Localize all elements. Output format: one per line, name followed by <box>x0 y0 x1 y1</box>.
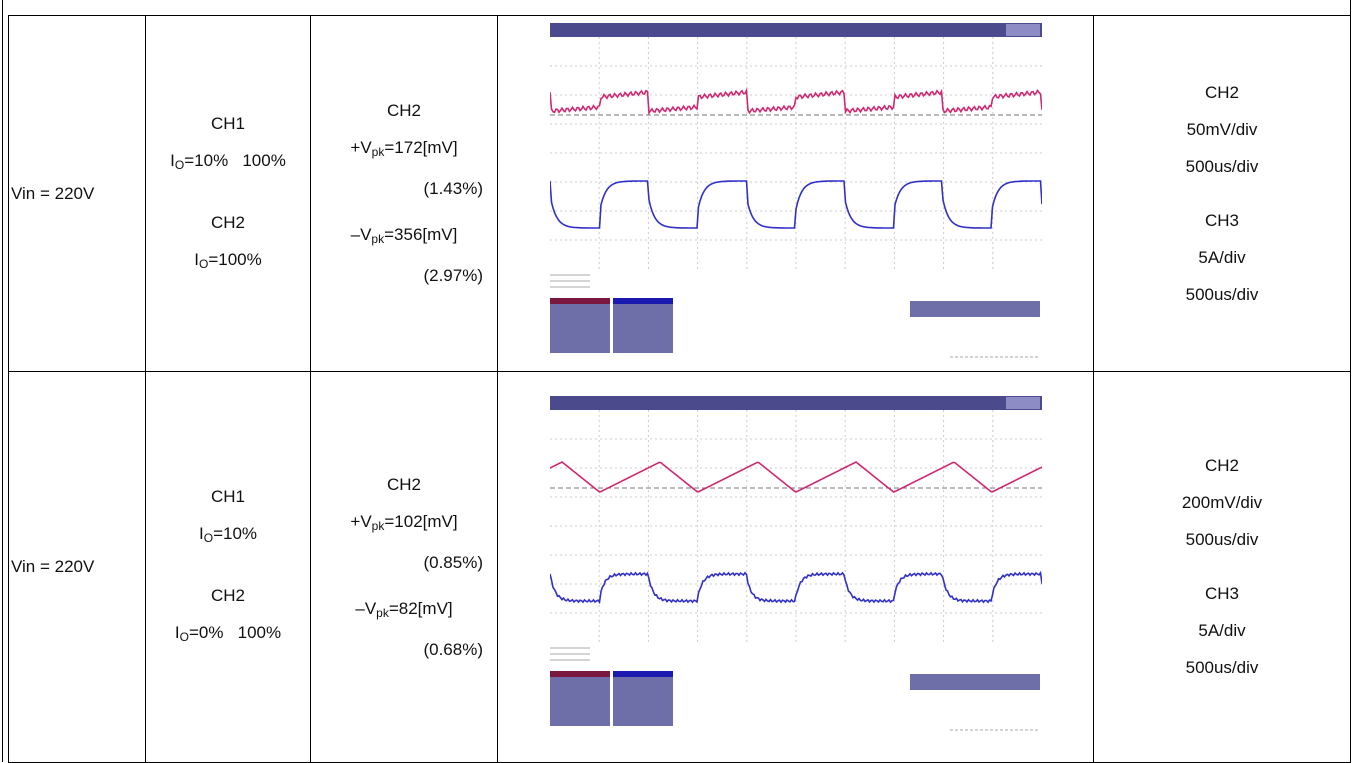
text-line: CH2 <box>146 586 310 606</box>
info-block <box>550 676 610 726</box>
text-line: 500us/div <box>1094 285 1350 305</box>
cell: CH1 IO=10% 100% CH2 IO=100% <box>146 16 311 372</box>
info-block <box>613 671 673 677</box>
text-line: CH2 <box>1094 83 1350 103</box>
text: =10% <box>213 524 257 543</box>
text-line: –Vpk=356[mV] <box>311 225 497 249</box>
text-line: CH2 <box>1094 456 1350 476</box>
text-line: CH3 <box>1094 211 1350 231</box>
text: CH1 <box>211 487 245 506</box>
text-line: (0.85%) <box>311 553 497 573</box>
subscript: O <box>175 158 184 172</box>
text-line: CH2 <box>311 475 497 495</box>
text-line: Vin = 220V <box>9 184 145 204</box>
text-line: IO=10% <box>146 524 310 548</box>
text: CH2 <box>387 475 421 494</box>
info-block <box>550 303 610 353</box>
cell <box>498 16 1094 372</box>
text-line: 200mV/div <box>1094 493 1350 513</box>
text-line: CH3 <box>1094 584 1350 604</box>
text: CH2 <box>211 586 245 605</box>
text-line: –Vpk=82[mV] <box>311 599 497 623</box>
cell: CH2 50mV/div 500us/div CH3 5A/div 500us/div <box>1094 16 1351 372</box>
text: CH2 <box>211 213 245 232</box>
cell: CH1 IO=10% CH2 IO=0% 100% <box>146 372 311 763</box>
text: +V <box>350 512 371 531</box>
subscript: pk <box>371 232 384 246</box>
text-line: +Vpk=102[mV] <box>311 512 497 536</box>
info-block <box>550 298 610 304</box>
cell: CH2+Vpk=172[mV](1.43%)–Vpk=356[mV](2.97%… <box>311 16 498 372</box>
subscript: O <box>180 630 189 644</box>
text-line: Vin = 220V <box>9 557 145 577</box>
text: –V <box>351 225 372 244</box>
text: =100% <box>208 250 261 269</box>
info-block <box>910 674 1040 690</box>
text-line: IO=0% 100% <box>146 623 310 647</box>
text: =0% 100% <box>189 623 281 642</box>
menu-button <box>1006 24 1040 36</box>
border-line <box>1350 0 1351 16</box>
text: (2.97%) <box>423 266 483 285</box>
text: –V <box>355 599 376 618</box>
subscript: pk <box>372 519 385 533</box>
text-line: CH2 <box>146 213 310 233</box>
text-line: 500us/div <box>1094 530 1350 550</box>
text: =172[mV] <box>384 138 457 157</box>
text-line: 500us/div <box>1094 658 1350 678</box>
subscript: O <box>199 257 208 271</box>
info-block <box>613 298 673 304</box>
text-line: CH1 <box>146 487 310 507</box>
text-line: (2.97%) <box>311 266 497 286</box>
text-line: 500us/div <box>1094 157 1350 177</box>
cell: Vin = 220V <box>9 16 146 372</box>
page: Vin = 220VCH1IO=10% 100%CH2IO=100%CH2+Vp… <box>0 0 1358 762</box>
border-line <box>2 0 3 762</box>
info-block <box>613 676 673 726</box>
text: =82[mV] <box>389 599 453 618</box>
cell: Vin = 220V <box>9 372 146 763</box>
subscript: pk <box>376 606 389 620</box>
oscilloscope-capture <box>550 23 1042 365</box>
text: =356[mV] <box>384 225 457 244</box>
text: =102[mV] <box>384 512 457 531</box>
text: CH2 <box>387 101 421 120</box>
info-block <box>613 303 673 353</box>
text-line: (0.68%) <box>311 640 497 660</box>
text-line: (1.43%) <box>311 179 497 199</box>
subscript: O <box>204 531 213 545</box>
menu-bar <box>550 23 1042 37</box>
text-line: 5A/div <box>1094 621 1350 641</box>
menu-bar <box>550 396 1042 410</box>
text-line: IO=100% <box>146 250 310 274</box>
text: =10% 100% <box>184 151 286 170</box>
info-block <box>910 301 1040 317</box>
text: (0.68%) <box>423 640 483 659</box>
text-line: CH1 <box>146 114 310 134</box>
text-line: 5A/div <box>1094 248 1350 268</box>
text: (0.85%) <box>423 553 483 572</box>
text: (1.43%) <box>423 179 483 198</box>
text-line: +Vpk=172[mV] <box>311 138 497 162</box>
text: CH1 <box>211 114 245 133</box>
text-line: 50mV/div <box>1094 120 1350 140</box>
cell <box>498 372 1094 763</box>
text-line: CH2 <box>311 101 497 121</box>
info-block <box>550 671 610 677</box>
text-line: IO=10% 100% <box>146 151 310 175</box>
text: +V <box>350 138 371 157</box>
cell: CH2+Vpk=102[mV](0.85%)–Vpk=82[mV](0.68%) <box>311 372 498 763</box>
cell: CH2 200mV/div 500us/div CH3 5A/div 500us/div <box>1094 372 1351 763</box>
subscript: pk <box>372 145 385 159</box>
oscilloscope-capture <box>550 396 1042 738</box>
menu-button <box>1006 397 1040 409</box>
